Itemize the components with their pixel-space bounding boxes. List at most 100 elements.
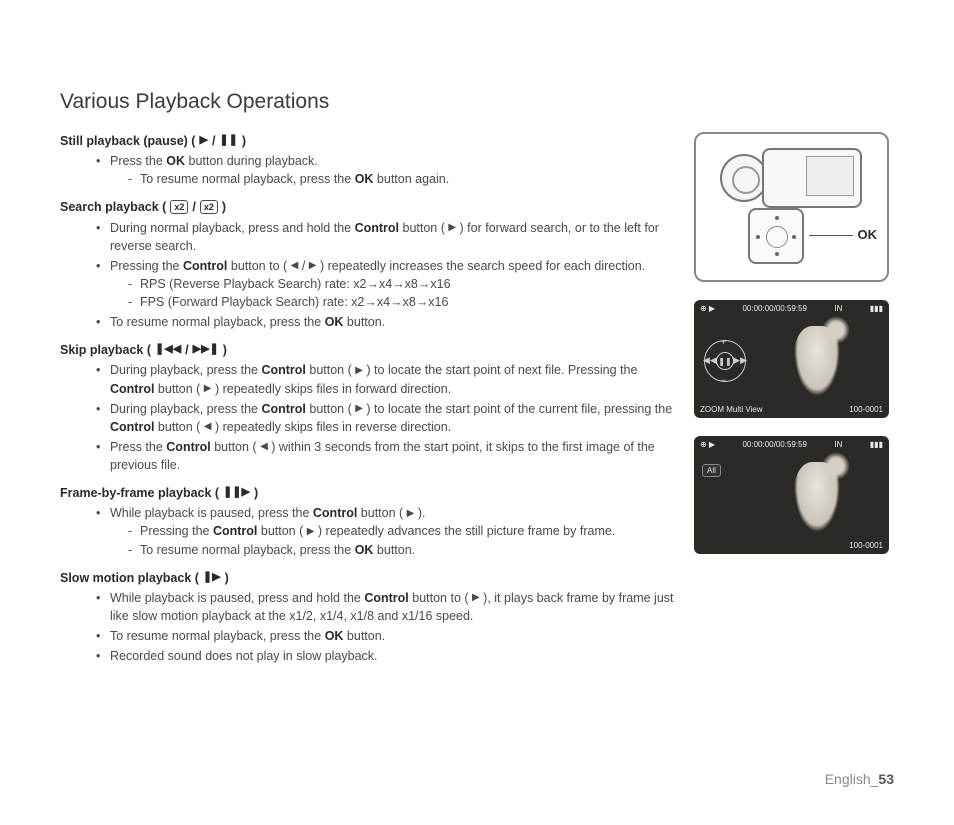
plus-icon: +	[721, 337, 726, 347]
control-text: Control	[110, 420, 154, 434]
text: During playback, press the	[110, 363, 261, 377]
right-icon: ▶	[355, 364, 363, 379]
play-icon: ▶	[199, 133, 207, 149]
battery-icon: ▮▮▮	[870, 440, 883, 449]
text: button.	[343, 315, 385, 329]
text: To resume normal playback, press the	[110, 315, 325, 329]
control-text: Control	[313, 506, 357, 520]
text: button again.	[373, 172, 449, 186]
list-item: During playback, press the Control butto…	[96, 400, 674, 436]
list-item: Recorded sound does not play in slow pla…	[96, 647, 674, 665]
list-item: Pressing the Control button ( ▶ ) repeat…	[128, 522, 674, 540]
text: To resume normal playback, press the	[140, 543, 355, 557]
lens-icon	[720, 154, 768, 202]
control-pad	[748, 208, 804, 264]
control-text: Control	[166, 440, 210, 454]
text: While playback is paused, press and hold…	[110, 591, 364, 605]
text: ) repeatedly increases the search speed …	[316, 259, 645, 273]
ok-leader-line	[809, 235, 853, 236]
text: button to (	[409, 591, 472, 605]
sep: /	[192, 198, 195, 216]
text: button.	[343, 629, 385, 643]
skip-next-icon: ▶▶❚	[193, 342, 219, 358]
sep: /	[298, 259, 308, 273]
list-item: To resume normal playback, press the OK …	[96, 313, 674, 331]
minus-icon: −	[721, 375, 726, 385]
right-icon: ▶	[355, 402, 363, 417]
text: button (	[306, 363, 355, 377]
text: ) repeatedly advances the still picture …	[314, 524, 615, 538]
section-still-head: Still playback (pause) ( ▶ / ❚❚ )	[60, 132, 674, 150]
text: ) repeatedly skips files in forward dire…	[211, 382, 451, 396]
text-column: Still playback (pause) ( ▶ / ❚❚ ) Press …	[60, 132, 674, 667]
rps-icon: x2	[170, 200, 188, 214]
text: Pressing the	[110, 259, 183, 273]
forward-icon: ▶▶	[733, 355, 747, 366]
battery-icon: ▮▮▮	[870, 304, 883, 313]
all-badge: All	[702, 464, 721, 477]
content-wrap: Still playback (pause) ( ▶ / ❚❚ ) Press …	[60, 132, 894, 667]
ok-text: OK	[325, 629, 344, 643]
camera-screen	[806, 156, 854, 196]
list-item: While playback is paused, press the Cont…	[96, 504, 674, 558]
thumb-topbar: ⊕ ▶ 00:00:00/00:59:59 IN ▮▮▮	[700, 304, 883, 313]
control-text: Control	[261, 402, 305, 416]
text: To resume normal playback, press the	[140, 172, 355, 186]
skip-title-b: )	[223, 341, 227, 359]
dancer-figure	[794, 462, 840, 532]
frame-step-icon: ❚❚▶	[223, 485, 250, 501]
text: Press the	[110, 440, 166, 454]
right-icon: ▶	[472, 591, 480, 606]
pause-icon: ❚❚	[716, 352, 734, 370]
frame-title-a: Frame-by-frame playback (	[60, 484, 219, 502]
rewind-icon: ◀◀	[703, 355, 717, 366]
left-dot-icon	[756, 235, 760, 239]
slow-title-a: Slow motion playback (	[60, 569, 199, 587]
onscreen-control-pad: ❚❚ + − ◀◀ ▶▶	[704, 340, 746, 382]
down-dot-icon	[775, 252, 779, 256]
text: ) repeatedly skips files in reverse dire…	[211, 420, 451, 434]
ok-text: OK	[325, 315, 344, 329]
page-title: Various Playback Operations	[60, 90, 894, 114]
control-text: Control	[213, 524, 257, 538]
list-item: Press the Control button ( ◀ ) within 3 …	[96, 438, 674, 474]
ok-label: OK	[858, 227, 878, 242]
text: To resume normal playback, press the	[110, 629, 325, 643]
playback-screenshot-1: ⊕ ▶ 00:00:00/00:59:59 IN ▮▮▮ ❚❚ + − ◀◀ ▶…	[694, 300, 889, 418]
right-icon: ▶	[448, 221, 456, 236]
still-title-b: )	[242, 132, 246, 150]
list-item: RPS (Reverse Playback Search) rate: x2→x…	[128, 275, 674, 293]
camera-diagram: OK	[694, 132, 889, 282]
dancer-figure	[794, 326, 840, 396]
zoom-label: ZOOM Multi View	[700, 405, 763, 414]
rec-icon: ⊕ ▶	[700, 304, 715, 313]
up-dot-icon	[775, 216, 779, 220]
frame-title-b: )	[254, 484, 258, 502]
sep: /	[185, 341, 188, 359]
storage-icon: IN	[834, 440, 842, 449]
search-title-a: Search playback (	[60, 198, 166, 216]
page-number: 53	[878, 771, 894, 787]
skip-title-a: Skip playback (	[60, 341, 151, 359]
footer-lang: English	[825, 771, 871, 787]
thumb-topbar: ⊕ ▶ 00:00:00/00:59:59 IN ▮▮▮	[700, 440, 883, 449]
ok-text: OK	[355, 543, 374, 557]
text: During playback, press the	[110, 402, 261, 416]
list-item: To resume normal playback, press the OK …	[128, 541, 674, 559]
slow-title-b: )	[225, 569, 229, 587]
text: ) to locate the start point of next file…	[363, 363, 637, 377]
camera-rect	[762, 148, 862, 208]
timecode: 00:00:00/00:59:59	[742, 304, 807, 313]
text: button during playback.	[185, 154, 318, 168]
section-slow-head: Slow motion playback ( ❚▶ )	[60, 569, 674, 587]
skip-prev-icon: ❚◀◀	[155, 342, 181, 358]
control-text: Control	[355, 221, 399, 235]
page-footer: English_53	[825, 771, 894, 787]
text: button (	[154, 420, 203, 434]
text: During normal playback, press and hold t…	[110, 221, 355, 235]
section-frame-head: Frame-by-frame playback ( ❚❚▶ )	[60, 484, 674, 502]
text: While playback is paused, press the	[110, 506, 313, 520]
search-title-b: )	[222, 198, 226, 216]
list-item: To resume normal playback, press the OK …	[128, 170, 674, 188]
control-text: Control	[183, 259, 227, 273]
